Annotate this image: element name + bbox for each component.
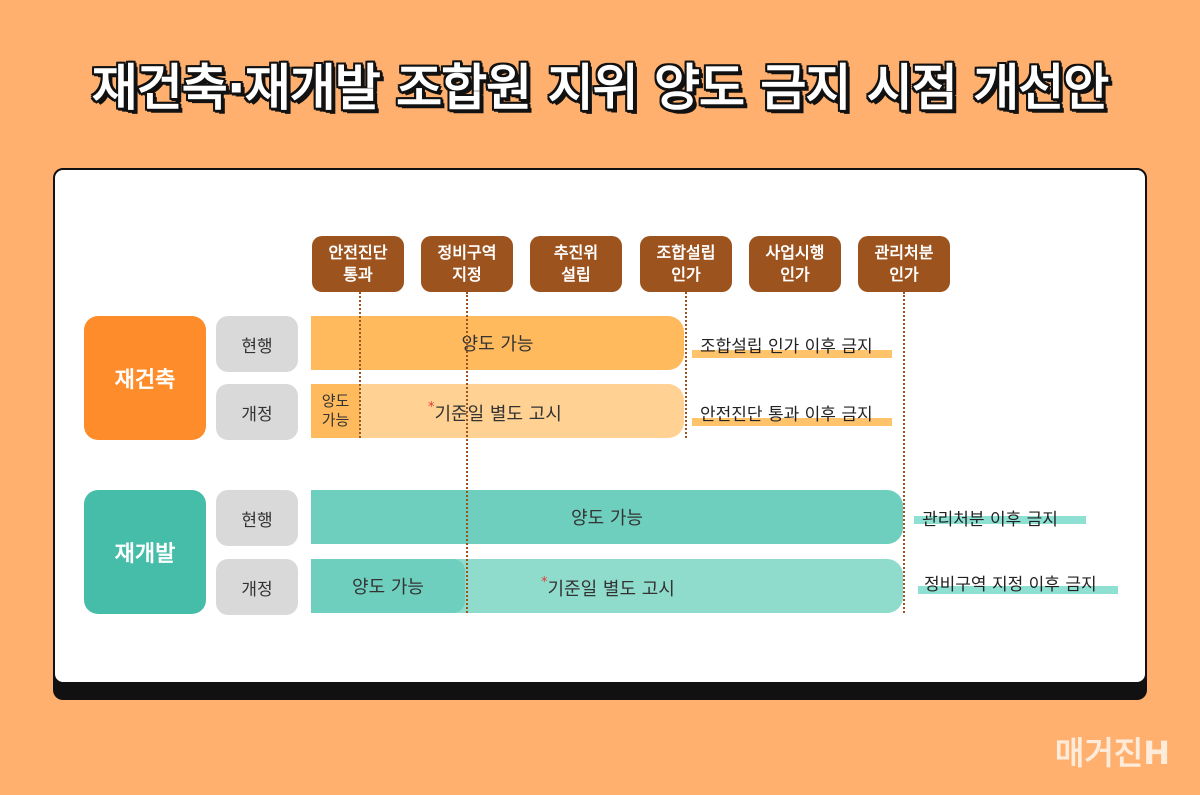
row-label-rebuild-current: 현행 [216,316,298,372]
row-label-redevelop-revised: 개정 [216,559,298,615]
page-title: 재건축·재개발 조합원 지위 양도 금지 시점 개선안 [91,59,1109,117]
bar-redevelop-current: 양도 가능 [311,490,903,544]
bar-rebuild-revised-allowed: 양도 가능 [311,384,360,438]
stage-committee-establishment: 추진위 설립 [530,236,622,292]
bar-rebuild-current-text: 양도 가능 [461,334,534,355]
bar-redevelop-current-text: 양도 가능 [571,508,643,529]
category-rebuild: 재건축 [84,316,206,440]
stage-safety-inspection: 안전진단 통과 [312,236,404,292]
stage-project-approval: 사업시행 인가 [749,236,841,292]
bar-redevelop-revised-allowed: 양도 가능 [311,559,465,613]
row-label-redevelop-current: 현행 [216,490,298,546]
bar-rebuild-revised [311,384,684,438]
highlight-redevelop-revised [918,586,1118,594]
stage-management-disposal: 관리처분 인가 [858,236,950,292]
bar-rebuild-revised-text: *기준일 별도 고시 [428,400,562,425]
milestone-line-zone-designation [466,292,468,613]
note-rebuild-current: 조합설립 인가 이후 금지 [700,337,873,357]
note-redevelop-current: 관리처분 이후 금지 [922,510,1058,530]
highlight-redevelop-current [914,516,1086,524]
asterisk-mark: * [428,400,435,415]
row-label-rebuild-revised: 개정 [216,384,298,440]
note-rebuild-revised: 안전진단 통과 이후 금지 [700,405,873,425]
watermark-logo: 매거진H [1054,734,1170,772]
bar-rebuild-current: 양도 가능 [311,316,684,370]
highlight-rebuild-current [692,350,892,358]
bar-redevelop-revised-text: *기준일 별도 고시 [541,575,675,600]
milestone-line-association-approval [685,292,687,438]
category-redevelop: 재개발 [84,490,206,614]
highlight-rebuild-revised [692,418,892,426]
milestone-line-safety-inspection [359,292,361,438]
note-redevelop-revised: 정비구역 지정 이후 금지 [924,575,1097,595]
stage-zone-designation: 정비구역 지정 [421,236,513,292]
asterisk-mark: * [541,575,548,590]
milestone-line-management-disposal [903,292,905,613]
stage-association-approval: 조합설립 인가 [640,236,732,292]
